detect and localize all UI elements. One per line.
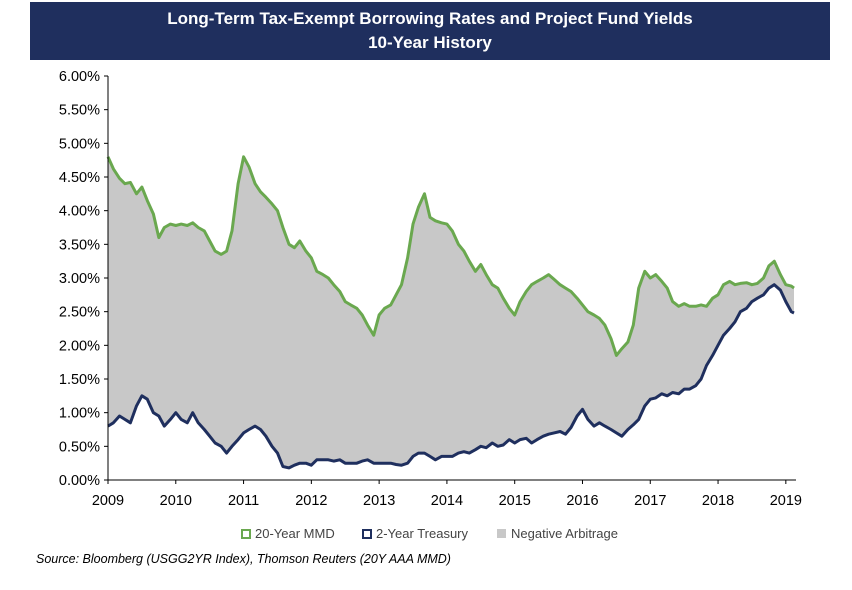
y-tick-label: 1.50% xyxy=(59,372,100,388)
legend-swatch xyxy=(497,529,506,538)
legend-swatch xyxy=(241,529,251,539)
x-tick-label: 2011 xyxy=(228,493,259,509)
chart-title: Long-Term Tax-Exempt Borrowing Rates and… xyxy=(167,9,693,28)
legend-label: 2-Year Treasury xyxy=(376,526,469,541)
y-tick-label: 1.00% xyxy=(59,406,100,422)
series-line-2yr-treasury xyxy=(107,283,795,470)
chart-subtitle: 10-Year History xyxy=(368,33,492,52)
legend-label: 20-Year MMD xyxy=(255,526,335,541)
legend-swatch xyxy=(362,529,372,539)
source-note: Source: Bloomberg (USGG2YR Index), Thoms… xyxy=(36,552,451,566)
y-tick-label: 2.00% xyxy=(59,338,100,354)
chart-title-banner: Long-Term Tax-Exempt Borrowing Rates and… xyxy=(30,2,830,60)
x-tick-label: 2019 xyxy=(770,493,802,509)
x-tick-label: 2018 xyxy=(702,493,734,509)
y-tick-label: 3.50% xyxy=(59,237,100,253)
x-tick-label: 2009 xyxy=(92,493,124,509)
x-tick-label: 2012 xyxy=(295,493,327,509)
x-tick-label: 2017 xyxy=(634,493,666,509)
y-tick-label: 0.00% xyxy=(59,473,100,489)
y-tick-label: 0.50% xyxy=(59,439,100,455)
x-tick-label: 2014 xyxy=(431,493,463,509)
y-tick-label: 5.50% xyxy=(59,103,100,119)
x-tick-label: 2010 xyxy=(160,493,192,509)
y-tick-label: 6.00% xyxy=(59,69,100,85)
y-tick-label: 4.50% xyxy=(59,170,100,186)
x-tick-label: 2015 xyxy=(499,493,531,509)
y-tick-label: 3.00% xyxy=(59,271,100,287)
x-tick-label: 2013 xyxy=(363,493,395,509)
y-tick-label: 4.00% xyxy=(59,204,100,220)
series-line-20yr-mmd xyxy=(106,155,795,357)
y-tick-label: 5.00% xyxy=(59,136,100,152)
legend-label: Negative Arbitrage xyxy=(511,526,618,541)
negative-arbitrage-area xyxy=(108,156,794,468)
y-tick-label: 2.50% xyxy=(59,305,100,321)
x-tick-label: 2016 xyxy=(566,493,598,509)
